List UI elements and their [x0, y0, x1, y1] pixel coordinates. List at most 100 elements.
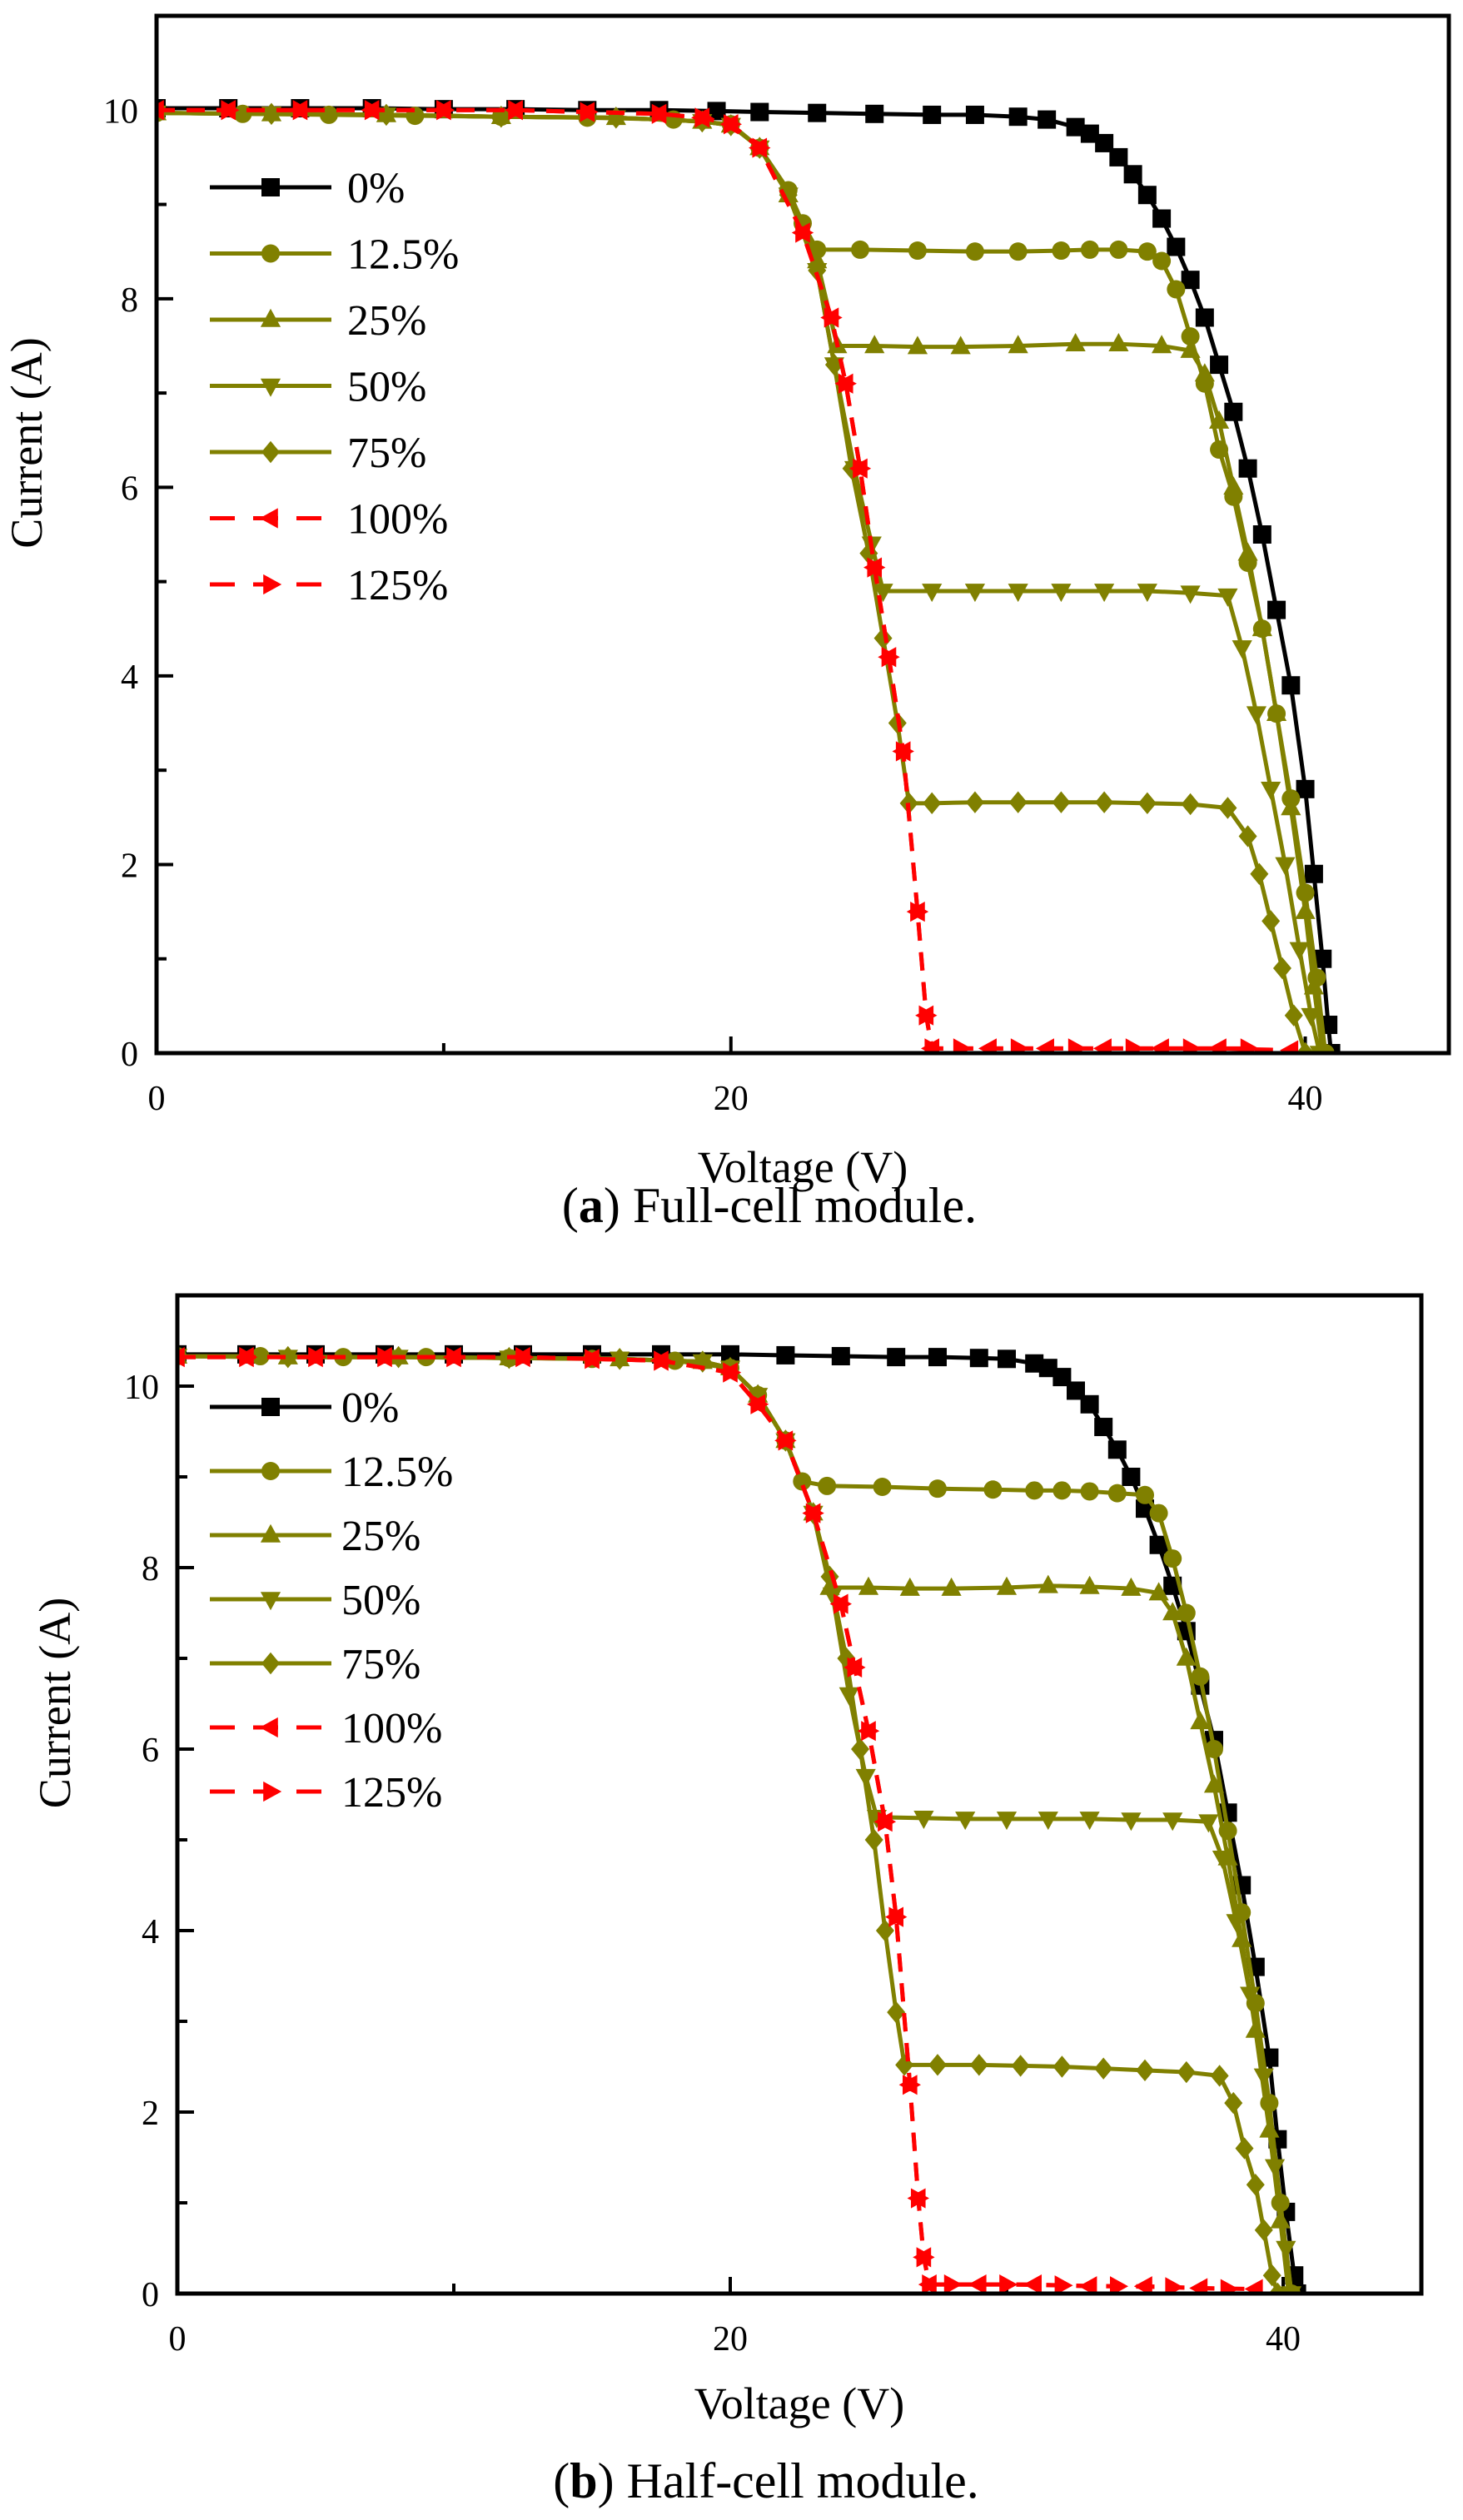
caption-paren-open: ( [553, 2453, 570, 2508]
data-point-25% [1152, 335, 1172, 354]
data-point-50% [1079, 1812, 1100, 1831]
data-point-0% [1281, 676, 1301, 695]
data-point-12.5% [818, 1476, 837, 1495]
data-point-0% [1181, 271, 1200, 290]
legend-marker [261, 1652, 280, 1675]
series-group [177, 1344, 1306, 2294]
data-point-125% [867, 557, 886, 578]
data-point-125% [1067, 1038, 1087, 1053]
data-point-25% [1266, 703, 1287, 722]
caption-label: b [570, 2453, 597, 2508]
data-point-50% [1261, 782, 1281, 801]
data-point-75% [1296, 1041, 1315, 1053]
data-point-0% [1252, 525, 1271, 544]
data-point-25% [1203, 1774, 1225, 1793]
data-point-125% [903, 2075, 921, 2095]
data-point-125% [834, 1593, 852, 1614]
data-point-75% [1250, 862, 1269, 885]
data-point-50% [1276, 2240, 1296, 2259]
data-point-25% [1232, 1928, 1252, 1947]
data-point-0% [1224, 402, 1243, 421]
data-point-75% [928, 2054, 947, 2076]
data-point-0% [1008, 107, 1028, 127]
data-point-0% [887, 1348, 906, 1367]
legend-label: 12.5% [341, 1449, 453, 1496]
y-tick-label: 2 [121, 847, 138, 885]
data-point-75% [1262, 2264, 1281, 2287]
data-point-125% [436, 100, 455, 121]
data-point-0% [1067, 1381, 1085, 1400]
data-point-12.5% [1205, 1740, 1223, 1758]
data-point-50% [873, 584, 893, 603]
data-point-125% [723, 1362, 742, 1383]
data-point-50% [838, 1687, 859, 1706]
plot-frame [154, 13, 1451, 1056]
data-point-50% [1289, 942, 1310, 961]
data-point-0% [969, 1349, 988, 1368]
data-point-75% [261, 102, 281, 126]
legend-label: 25% [341, 1513, 420, 1560]
data-point-25% [1303, 976, 1325, 995]
data-point-50% [1275, 857, 1296, 876]
data-point-125% [580, 102, 599, 122]
data-point-0% [1195, 308, 1214, 327]
data-point-75% [1284, 1004, 1303, 1026]
legend-label: 100% [341, 1705, 442, 1752]
data-point-25% [1176, 1647, 1197, 1666]
plot-frame [175, 1293, 1424, 2296]
chart-full-cell: 0 20 4002468100%12.5%25%50%75%100%125%Volt… [2, 13, 1451, 1233]
data-point-75% [1261, 910, 1281, 932]
data-point-75% [1235, 2137, 1254, 2160]
data-point-75% [610, 1348, 629, 1370]
data-point-0% [1038, 110, 1057, 129]
legend-marker [261, 1462, 280, 1480]
data-point-0% [1080, 1394, 1099, 1414]
data-point-50% [1121, 1812, 1142, 1832]
data-point-0% [1066, 117, 1085, 137]
legend-marker [263, 574, 282, 595]
data-point-0% [750, 102, 769, 122]
data-point-12.5% [873, 1477, 892, 1496]
data-point-25% [1008, 335, 1028, 354]
legend-label: 50% [347, 364, 426, 411]
data-point-25% [1237, 542, 1258, 561]
data-point-125% [910, 2188, 929, 2209]
y-tick-label: 10 [124, 1369, 159, 1407]
data-point-25% [864, 335, 885, 354]
data-point-125% [1240, 1038, 1259, 1053]
legend-label: 0% [347, 165, 405, 212]
data-point-75% [376, 103, 396, 127]
legend-marker [260, 378, 281, 397]
legend-label: 12.5% [347, 231, 459, 279]
data-point-25% [899, 1577, 920, 1596]
data-point-125% [239, 1347, 258, 1368]
data-point-75% [895, 2054, 914, 2076]
data-point-0% [1038, 1359, 1057, 1378]
legend-label: 0% [341, 1384, 399, 1432]
legend-label: 50% [341, 1577, 420, 1624]
data-point-0% [1304, 864, 1323, 883]
data-point-125% [364, 100, 383, 121]
caption-text: Half-cell module. [615, 2453, 979, 2508]
data-point-75% [693, 1350, 712, 1373]
data-point-50% [1253, 2068, 1274, 2087]
data-point-0% [965, 105, 984, 124]
y-tick-label: 0 [121, 1036, 138, 1074]
data-point-12.5% [1107, 1484, 1127, 1503]
data-point-25% [996, 1576, 1018, 1595]
x-axis-label: Voltage (V) [698, 1142, 908, 1192]
data-point-75% [1181, 793, 1200, 816]
data-point-0% [923, 105, 942, 124]
series-group [157, 99, 1341, 1053]
data-point-75% [1268, 2282, 1287, 2294]
data-point-75% [887, 2001, 906, 2024]
data-point-12.5% [1080, 240, 1099, 259]
data-point-12.5% [1137, 242, 1157, 261]
x-tick-label: 20 [714, 1080, 749, 1118]
y-tick-label: 10 [103, 92, 138, 131]
data-point-25% [907, 336, 928, 355]
data-point-125% [910, 901, 929, 922]
data-point-125% [824, 307, 843, 328]
